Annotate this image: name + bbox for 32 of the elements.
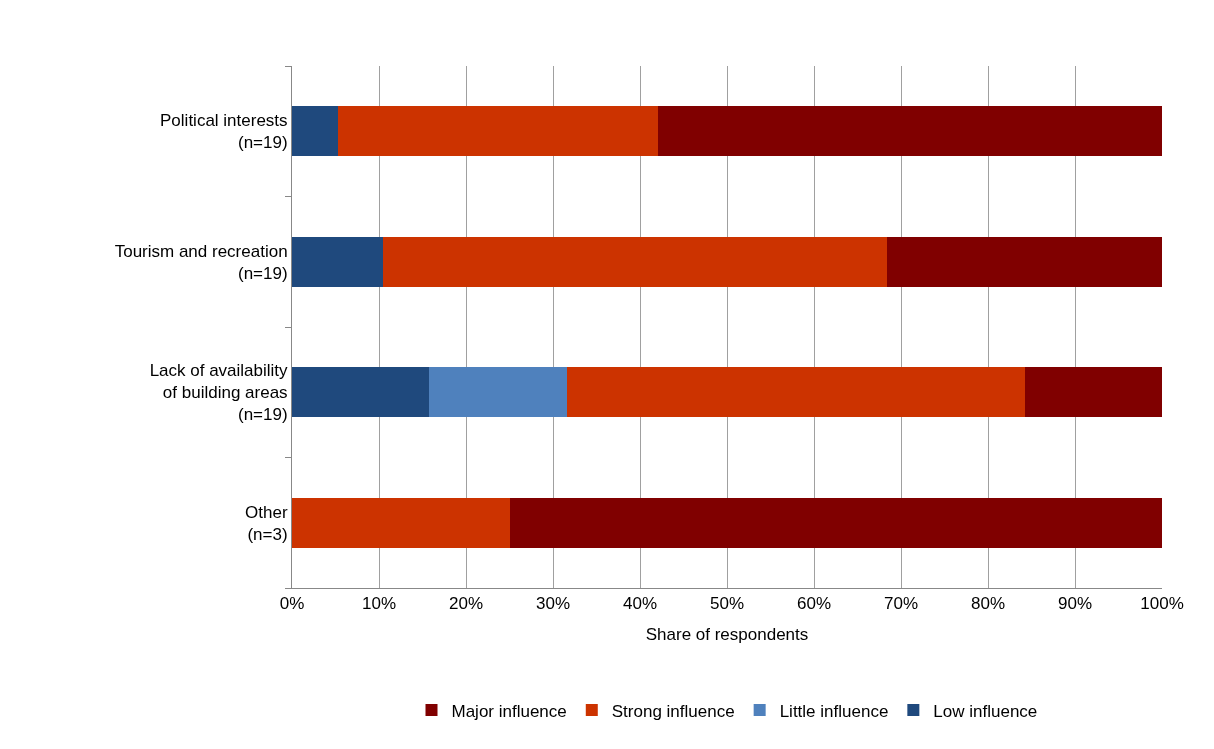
x-tick-label: 20% — [448, 594, 484, 614]
y-tick-label: Other (n=3) — [245, 502, 288, 544]
legend-label: Little influence — [779, 701, 889, 721]
bar — [566, 367, 1025, 418]
bar — [1024, 367, 1162, 418]
x-axis-title: Share of respondents — [645, 624, 809, 644]
bar — [658, 106, 1162, 157]
x-tick-label: 90% — [1057, 594, 1093, 614]
legend-label: Major influence — [451, 701, 567, 721]
x-tick-label: 30% — [535, 594, 571, 614]
bar — [292, 106, 339, 157]
x-tick-label: 100% — [1140, 594, 1184, 614]
legend-label: Strong influence — [611, 701, 735, 721]
bar — [429, 367, 567, 418]
x-tick-label: 80% — [970, 594, 1006, 614]
x-tick-label: 40% — [622, 594, 658, 614]
bar — [509, 497, 1162, 548]
y-tick-label: Tourism and recreation (n=19) — [114, 241, 288, 283]
bar — [292, 236, 384, 287]
legend-label: Low influence — [933, 701, 1038, 721]
y-tick-label: Lack of availability of building areas (n=19) — [149, 361, 289, 425]
y-tick-label: Political interests (n=19) — [160, 111, 288, 153]
x-tick-label: 10% — [361, 594, 397, 614]
x-tick-label: 50% — [709, 594, 745, 614]
bar — [887, 236, 1162, 287]
bar — [383, 236, 888, 287]
bar — [292, 497, 510, 548]
x-tick-label: 70% — [883, 594, 919, 614]
x-tick-label: 0% — [279, 594, 305, 614]
x-tick-label: 60% — [796, 594, 832, 614]
bar — [338, 106, 659, 157]
bar — [292, 367, 430, 418]
